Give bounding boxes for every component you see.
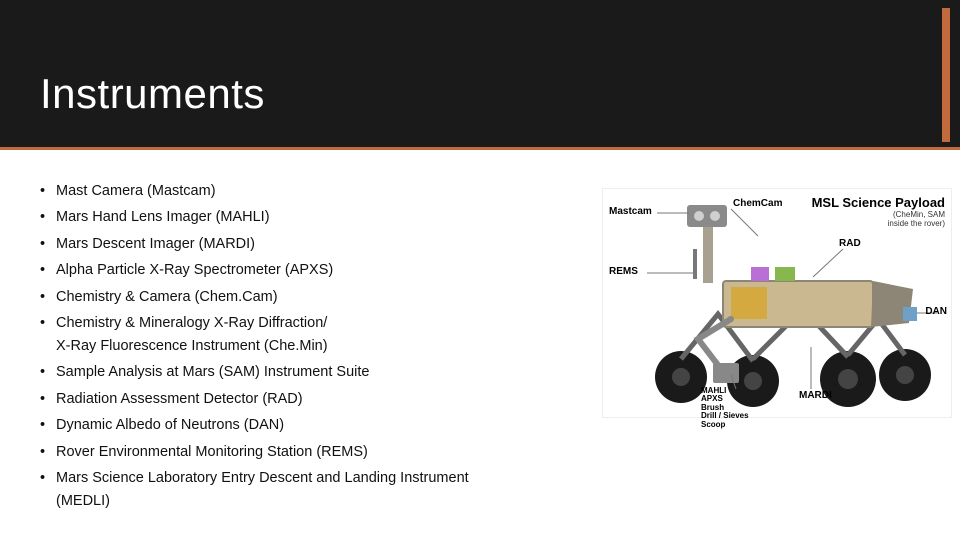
list-item: Mars Hand Lens Imager (MAHLI) (40, 206, 600, 228)
header-accent-stripe (942, 8, 950, 142)
label-mastcam: Mastcam (609, 207, 652, 218)
list-item: Chemistry & Camera (Chem.Cam) (40, 286, 600, 308)
list-item: Sample Analysis at Mars (SAM) Instrument… (40, 361, 600, 383)
instruments-list: Mast Camera (Mastcam) Mars Hand Lens Ima… (40, 180, 600, 516)
label-rems: REMS (609, 267, 638, 278)
label-chemcam: ChemCam (733, 199, 782, 210)
list-item: Mast Camera (Mastcam) (40, 180, 600, 202)
label-rad: RAD (839, 239, 861, 250)
list-item-text: Mars Science Laboratory Entry Descent an… (56, 470, 469, 508)
rover-illustration (603, 189, 953, 419)
list-item: Alpha Particle X-Ray Spectrometer (APXS) (40, 259, 600, 281)
list-item-text: Chemistry & Mineralogy X-Ray Diffraction… (56, 315, 328, 353)
slide-title: Instruments (40, 70, 265, 118)
list-item: Chemistry & Mineralogy X-Ray Diffraction… (40, 312, 600, 357)
label-mardi: MARDI (799, 391, 832, 402)
list-item: Radiation Assessment Detector (RAD) (40, 388, 600, 410)
label-dan: DAN (925, 307, 947, 318)
list-item: Dynamic Albedo of Neutrons (DAN) (40, 414, 600, 436)
rover-diagram: MSL Science Payload (CheMin, SAMinside t… (602, 188, 952, 418)
list-item: Rover Environmental Monitoring Station (… (40, 441, 600, 463)
label-mahli-block: MAHLIAPXSBrushDrill / SievesScoop (701, 387, 749, 429)
list-item: Mars Science Laboratory Entry Descent an… (40, 467, 600, 512)
list-item: Mars Descent Imager (MARDI) (40, 233, 600, 255)
